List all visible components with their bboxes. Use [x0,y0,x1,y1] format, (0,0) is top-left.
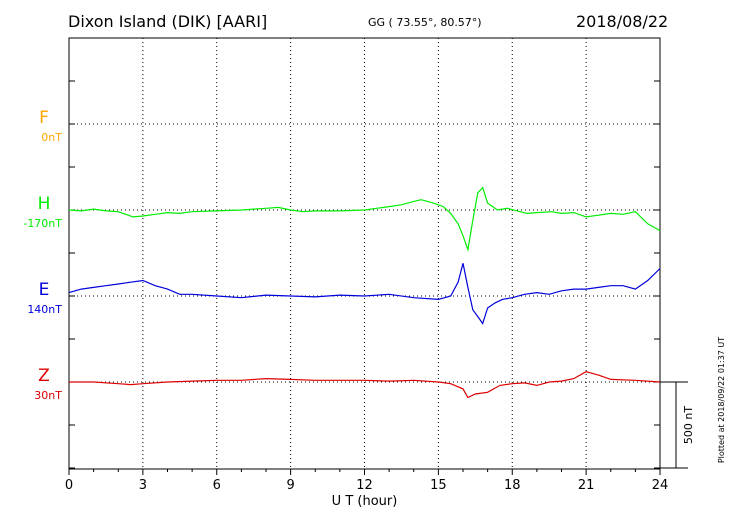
series-h-line [68,186,661,252]
x-tick-label: 18 [504,478,521,493]
station-title: Dixon Island (DIK) [AARI] [68,12,268,31]
component-z-letter: Z [38,366,50,386]
x-tick-label: 0 [65,478,73,493]
x-tick-label: 9 [286,478,294,493]
x-tick-label: 3 [139,478,147,493]
component-z-baseline: 30nT [34,389,62,402]
component-e-letter: E [39,280,50,300]
component-f-letter: F [39,108,49,128]
component-h-baseline: -170nT [23,217,62,230]
x-tick-label: 21 [578,478,595,493]
scale-bar-label: 500 nT [682,406,695,444]
series-z-line [69,371,661,399]
component-h-letter: H [38,194,51,214]
x-tick-label: 6 [213,478,221,493]
x-tick-label: 15 [430,478,447,493]
coordinates-label: GG ( 73.55°, 80.57°) [368,16,482,29]
date-label: 2018/08/22 [576,12,669,31]
component-f-baseline: 0nT [41,131,62,144]
component-e-baseline: 140nT [27,303,62,316]
series-e-line [68,263,661,325]
x-tick-label: 12 [356,478,373,493]
plotted-note: Plotted at 2018/09/22 01:37 UT [717,337,726,463]
x-tick-label: 24 [652,478,669,493]
x-axis-label: U T (hour) [332,494,398,509]
